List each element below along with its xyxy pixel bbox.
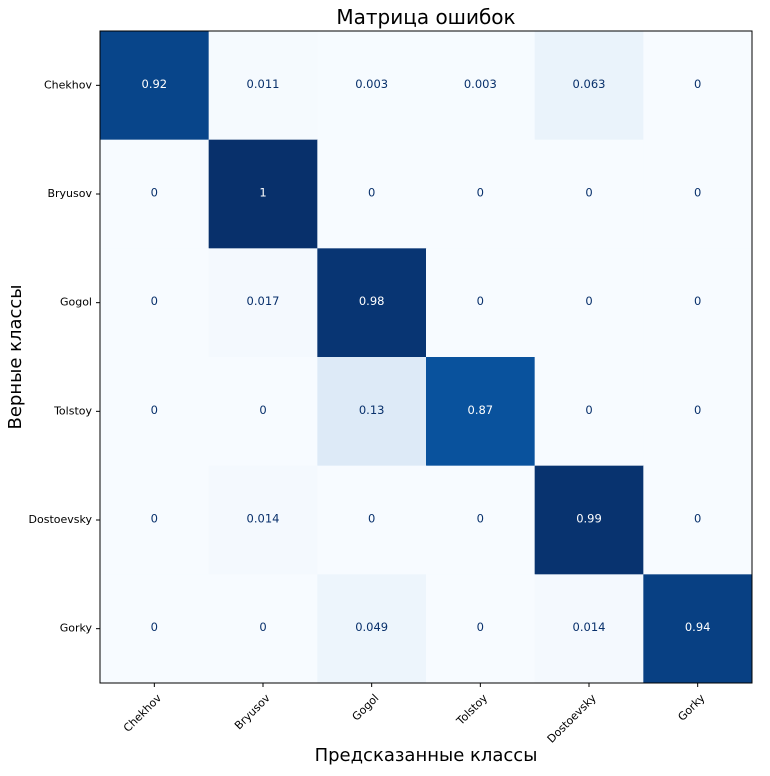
cell-value-label-4-3: 0 (477, 512, 484, 526)
cell-value-label-0-2: 0.003 (355, 77, 388, 91)
x-axis-ticks: Chekhov Bryusov Gogol Tolstoy Dostoevsky Gork… (121, 683, 708, 746)
cell-value-label-1-1: 1 (259, 186, 266, 200)
x-tick-label-1: Bryusov (232, 691, 273, 732)
x-tick-label-3: Tolstoy (453, 691, 490, 728)
plot-frame (99, 30, 753, 684)
heatmap-cell-1-2 (317, 139, 427, 249)
cell-value-label-4-5: 0 (694, 512, 701, 526)
cell-value-label-3-4: 0 (585, 403, 592, 417)
cell-value-label-4-1: 0.014 (247, 512, 280, 526)
cell-value-label-2-5: 0 (694, 294, 701, 308)
y-axis-label: Верные классы (5, 284, 26, 429)
heatmap-cell-0-1 (208, 31, 318, 141)
heatmap-cell-5-3 (426, 574, 536, 684)
cell-value-label-2-3: 0 (477, 294, 484, 308)
heatmap-cell-4-5 (643, 465, 753, 575)
heatmap-cell-0-0 (100, 31, 210, 141)
heatmap-cell-labels: 0.92 0.011 0.003 0.003 0.063 0 0 1 0 0 0 0 0 0.017 0.9… (142, 77, 711, 634)
heatmap-cell-3-5 (643, 357, 753, 467)
cell-value-label-3-3: 0.87 (468, 403, 494, 417)
heatmap-cell-5-1 (208, 574, 318, 684)
cell-value-label-0-3: 0.003 (464, 77, 497, 91)
cell-value-label-2-2: 0.98 (359, 294, 385, 308)
heatmap-cell-5-4 (534, 574, 644, 684)
cell-value-label-3-5: 0 (694, 403, 701, 417)
y-tick-label-2: Gogol (60, 296, 92, 309)
cell-value-label-1-2: 0 (368, 186, 375, 200)
cell-value-label-4-0: 0 (151, 512, 158, 526)
cell-value-label-1-5: 0 (694, 186, 701, 200)
cell-value-label-5-1: 0 (259, 620, 266, 634)
cell-value-label-5-0: 0 (151, 620, 158, 634)
x-tick-label-5: Gorky (675, 691, 707, 723)
cell-value-label-4-4: 0.99 (576, 512, 602, 526)
heatmap-cell-4-2 (317, 465, 427, 575)
heatmap-cell-5-0 (100, 574, 210, 684)
heatmap-cell-2-5 (643, 248, 753, 358)
x-tick-label-0: Chekhov (121, 691, 164, 734)
heatmap-cell-4-4 (534, 465, 644, 575)
heatmap-cell-5-2 (317, 574, 427, 684)
chart-title: Матрица ошибок (336, 5, 515, 29)
heatmap-cell-3-2 (317, 357, 427, 467)
heatmap-cell-2-0 (100, 248, 210, 358)
cell-value-label-3-2: 0.13 (359, 403, 385, 417)
heatmap-cell-1-4 (534, 139, 644, 249)
x-axis-label: Предсказанные классы (315, 745, 538, 766)
heatmap-cells (100, 31, 753, 684)
heatmap-cell-0-4 (534, 31, 644, 141)
y-tick-label-3: Tolstoy (53, 404, 92, 417)
heatmap-cell-3-0 (100, 357, 210, 467)
cell-value-label-0-5: 0 (694, 77, 701, 91)
heatmap-cell-0-3 (426, 31, 536, 141)
cell-value-label-1-0: 0 (151, 186, 158, 200)
y-axis-ticks: Chekhov Bryusov Gogol Tolstoy Dostoevsky Gork… (29, 78, 100, 635)
heatmap-cell-1-1 (208, 139, 318, 249)
heatmap-cell-4-0 (100, 465, 210, 575)
heatmap-cell-3-4 (534, 357, 644, 467)
cell-value-label-0-1: 0.011 (247, 77, 280, 91)
x-tick-label-2: Gogol (350, 692, 382, 724)
cell-value-label-5-2: 0.049 (355, 620, 388, 634)
y-tick-label-5: Gorky (60, 622, 93, 635)
heatmap-cell-0-2 (317, 31, 427, 141)
cell-value-label-4-2: 0 (368, 512, 375, 526)
heatmap-cell-2-1 (208, 248, 318, 358)
y-tick-label-0: Chekhov (44, 78, 92, 91)
heatmap-cell-2-4 (534, 248, 644, 358)
cell-value-label-1-4: 0 (585, 186, 592, 200)
heatmap-cell-3-3 (426, 357, 536, 467)
heatmap-cell-3-1 (208, 357, 318, 467)
cell-value-label-1-3: 0 (477, 186, 484, 200)
heatmap-cell-0-5 (643, 31, 753, 141)
cell-value-label-2-0: 0 (151, 294, 158, 308)
cell-value-label-3-1: 0 (259, 403, 266, 417)
cell-value-label-5-5: 0.94 (685, 620, 711, 634)
cell-value-label-5-4: 0.014 (573, 620, 606, 634)
heatmap-cell-4-3 (426, 465, 536, 575)
cell-value-label-3-0: 0 (151, 403, 158, 417)
heatmap-cell-1-3 (426, 139, 536, 249)
cell-value-label-0-4: 0.063 (573, 77, 606, 91)
cell-value-label-5-3: 0 (477, 620, 484, 634)
cell-value-label-2-1: 0.017 (247, 294, 280, 308)
heatmap-cell-1-5 (643, 139, 753, 249)
heatmap-cell-4-1 (208, 465, 318, 575)
y-tick-label-1: Bryusov (47, 187, 92, 200)
cell-value-label-0-0: 0.92 (142, 77, 168, 91)
x-tick-label-4: Dostoevsky (545, 691, 599, 745)
heatmap-cell-2-3 (426, 248, 536, 358)
heatmap-cell-5-5 (643, 574, 753, 684)
cell-value-label-2-4: 0 (585, 294, 592, 308)
heatmap-cell-1-0 (100, 139, 210, 249)
y-tick-label-4: Dostoevsky (29, 513, 93, 526)
heatmap-cell-2-2 (317, 248, 427, 358)
